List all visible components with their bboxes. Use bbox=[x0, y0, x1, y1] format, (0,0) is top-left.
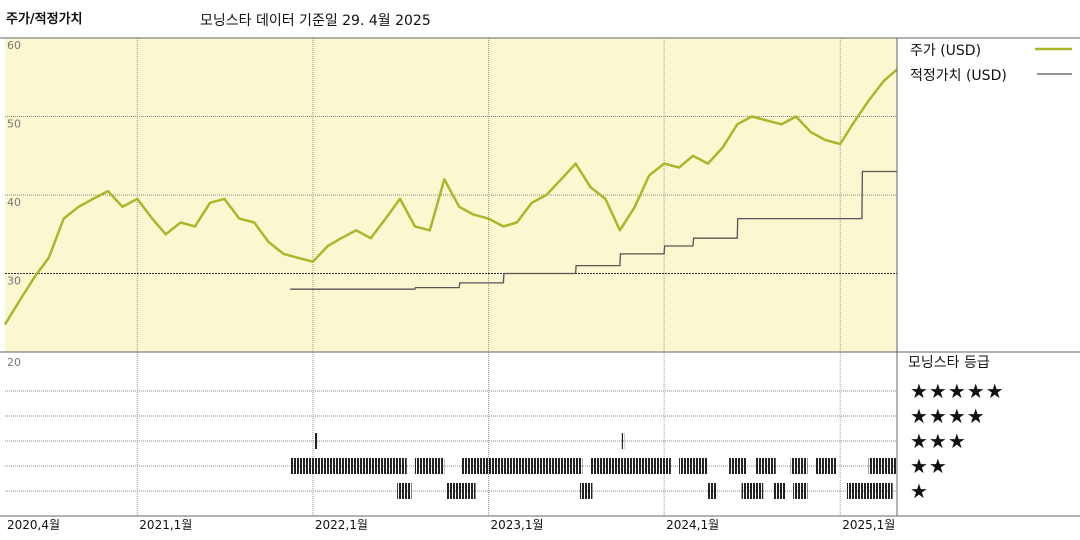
y-tick-label-60: 60 bbox=[7, 39, 21, 52]
grid-layer bbox=[5, 37, 897, 516]
rating-bar-2star-9 bbox=[790, 458, 808, 474]
y-tick-label-40: 40 bbox=[7, 196, 21, 209]
rating-bar-2star-11 bbox=[868, 458, 897, 474]
rating-bar-1star-18 bbox=[793, 483, 808, 499]
fair-value-series-line bbox=[290, 170, 897, 290]
x-tick-label-2020-04-01: 2020,4월 bbox=[7, 518, 60, 532]
x-tick-label-2022-01-01: 2022,1월 bbox=[315, 518, 368, 532]
legend-fair-value-label: 적정가치 (USD) bbox=[910, 68, 1007, 84]
rating-bar-1star-13 bbox=[446, 483, 476, 499]
series-layer bbox=[3, 68, 898, 326]
rating-bar-3star-1 bbox=[621, 433, 625, 449]
x-tick-label-2023-01-01: 2023,1월 bbox=[491, 518, 544, 532]
rating-level-2-stars: ★★ bbox=[910, 454, 948, 478]
rating-bar-2star-3 bbox=[414, 458, 445, 474]
rating-bar-3star-0 bbox=[314, 433, 318, 449]
rating-bar-1star-14 bbox=[579, 483, 593, 499]
rating-bar-1star-19 bbox=[846, 483, 893, 499]
rating-bar-1star-15 bbox=[707, 483, 718, 499]
legend-price-label: 주가 (USD) bbox=[910, 43, 982, 59]
rating-level-5-stars: ★★★★★ bbox=[910, 379, 1005, 403]
rating-bar-2star-5 bbox=[590, 458, 671, 474]
rating-bar-2star-6 bbox=[679, 458, 708, 474]
rating-bar-1star-12 bbox=[397, 483, 412, 499]
y-tick-label-30: 30 bbox=[7, 275, 21, 288]
rating-level-3-stars: ★★★ bbox=[910, 429, 967, 453]
axis-layer: 60 50 40 30 20 2020,4월 2021,1월 2022,1월 2023,1월 20… bbox=[0, 37, 1080, 532]
legend-lines bbox=[1035, 47, 1072, 75]
rating-level-1-stars: ★ bbox=[910, 479, 929, 503]
chart-title: 주가/적정가치 bbox=[6, 12, 83, 27]
x-tick-label-2021-01-01: 2021,1월 bbox=[139, 518, 192, 532]
rating-bar-1star-17 bbox=[773, 483, 786, 499]
rating-bar-2star-8 bbox=[756, 458, 776, 474]
rating-bar-1star-16 bbox=[741, 483, 764, 499]
rating-panel-title: 모닝스타 등급 bbox=[908, 355, 990, 371]
x-tick-label-2025-01-01: 2025,1월 bbox=[842, 518, 895, 532]
rating-bar-2star-4 bbox=[461, 458, 583, 474]
y-tick-label-50: 50 bbox=[7, 118, 21, 131]
rating-bar-2star-10 bbox=[815, 458, 837, 474]
price-series-line bbox=[3, 68, 898, 326]
rating-level-4-stars: ★★★★ bbox=[910, 404, 986, 428]
chart-subtitle: 모닝스타 데이터 기준일 29. 4월 2025 bbox=[200, 13, 431, 29]
x-tick-label-2024-01-01: 2024,1월 bbox=[666, 518, 719, 532]
y-tick-label-20: 20 bbox=[7, 356, 21, 369]
rating-bar-2star-7 bbox=[729, 458, 747, 474]
ratings-layer bbox=[290, 433, 897, 499]
rating-bar-2star-2 bbox=[290, 458, 407, 474]
